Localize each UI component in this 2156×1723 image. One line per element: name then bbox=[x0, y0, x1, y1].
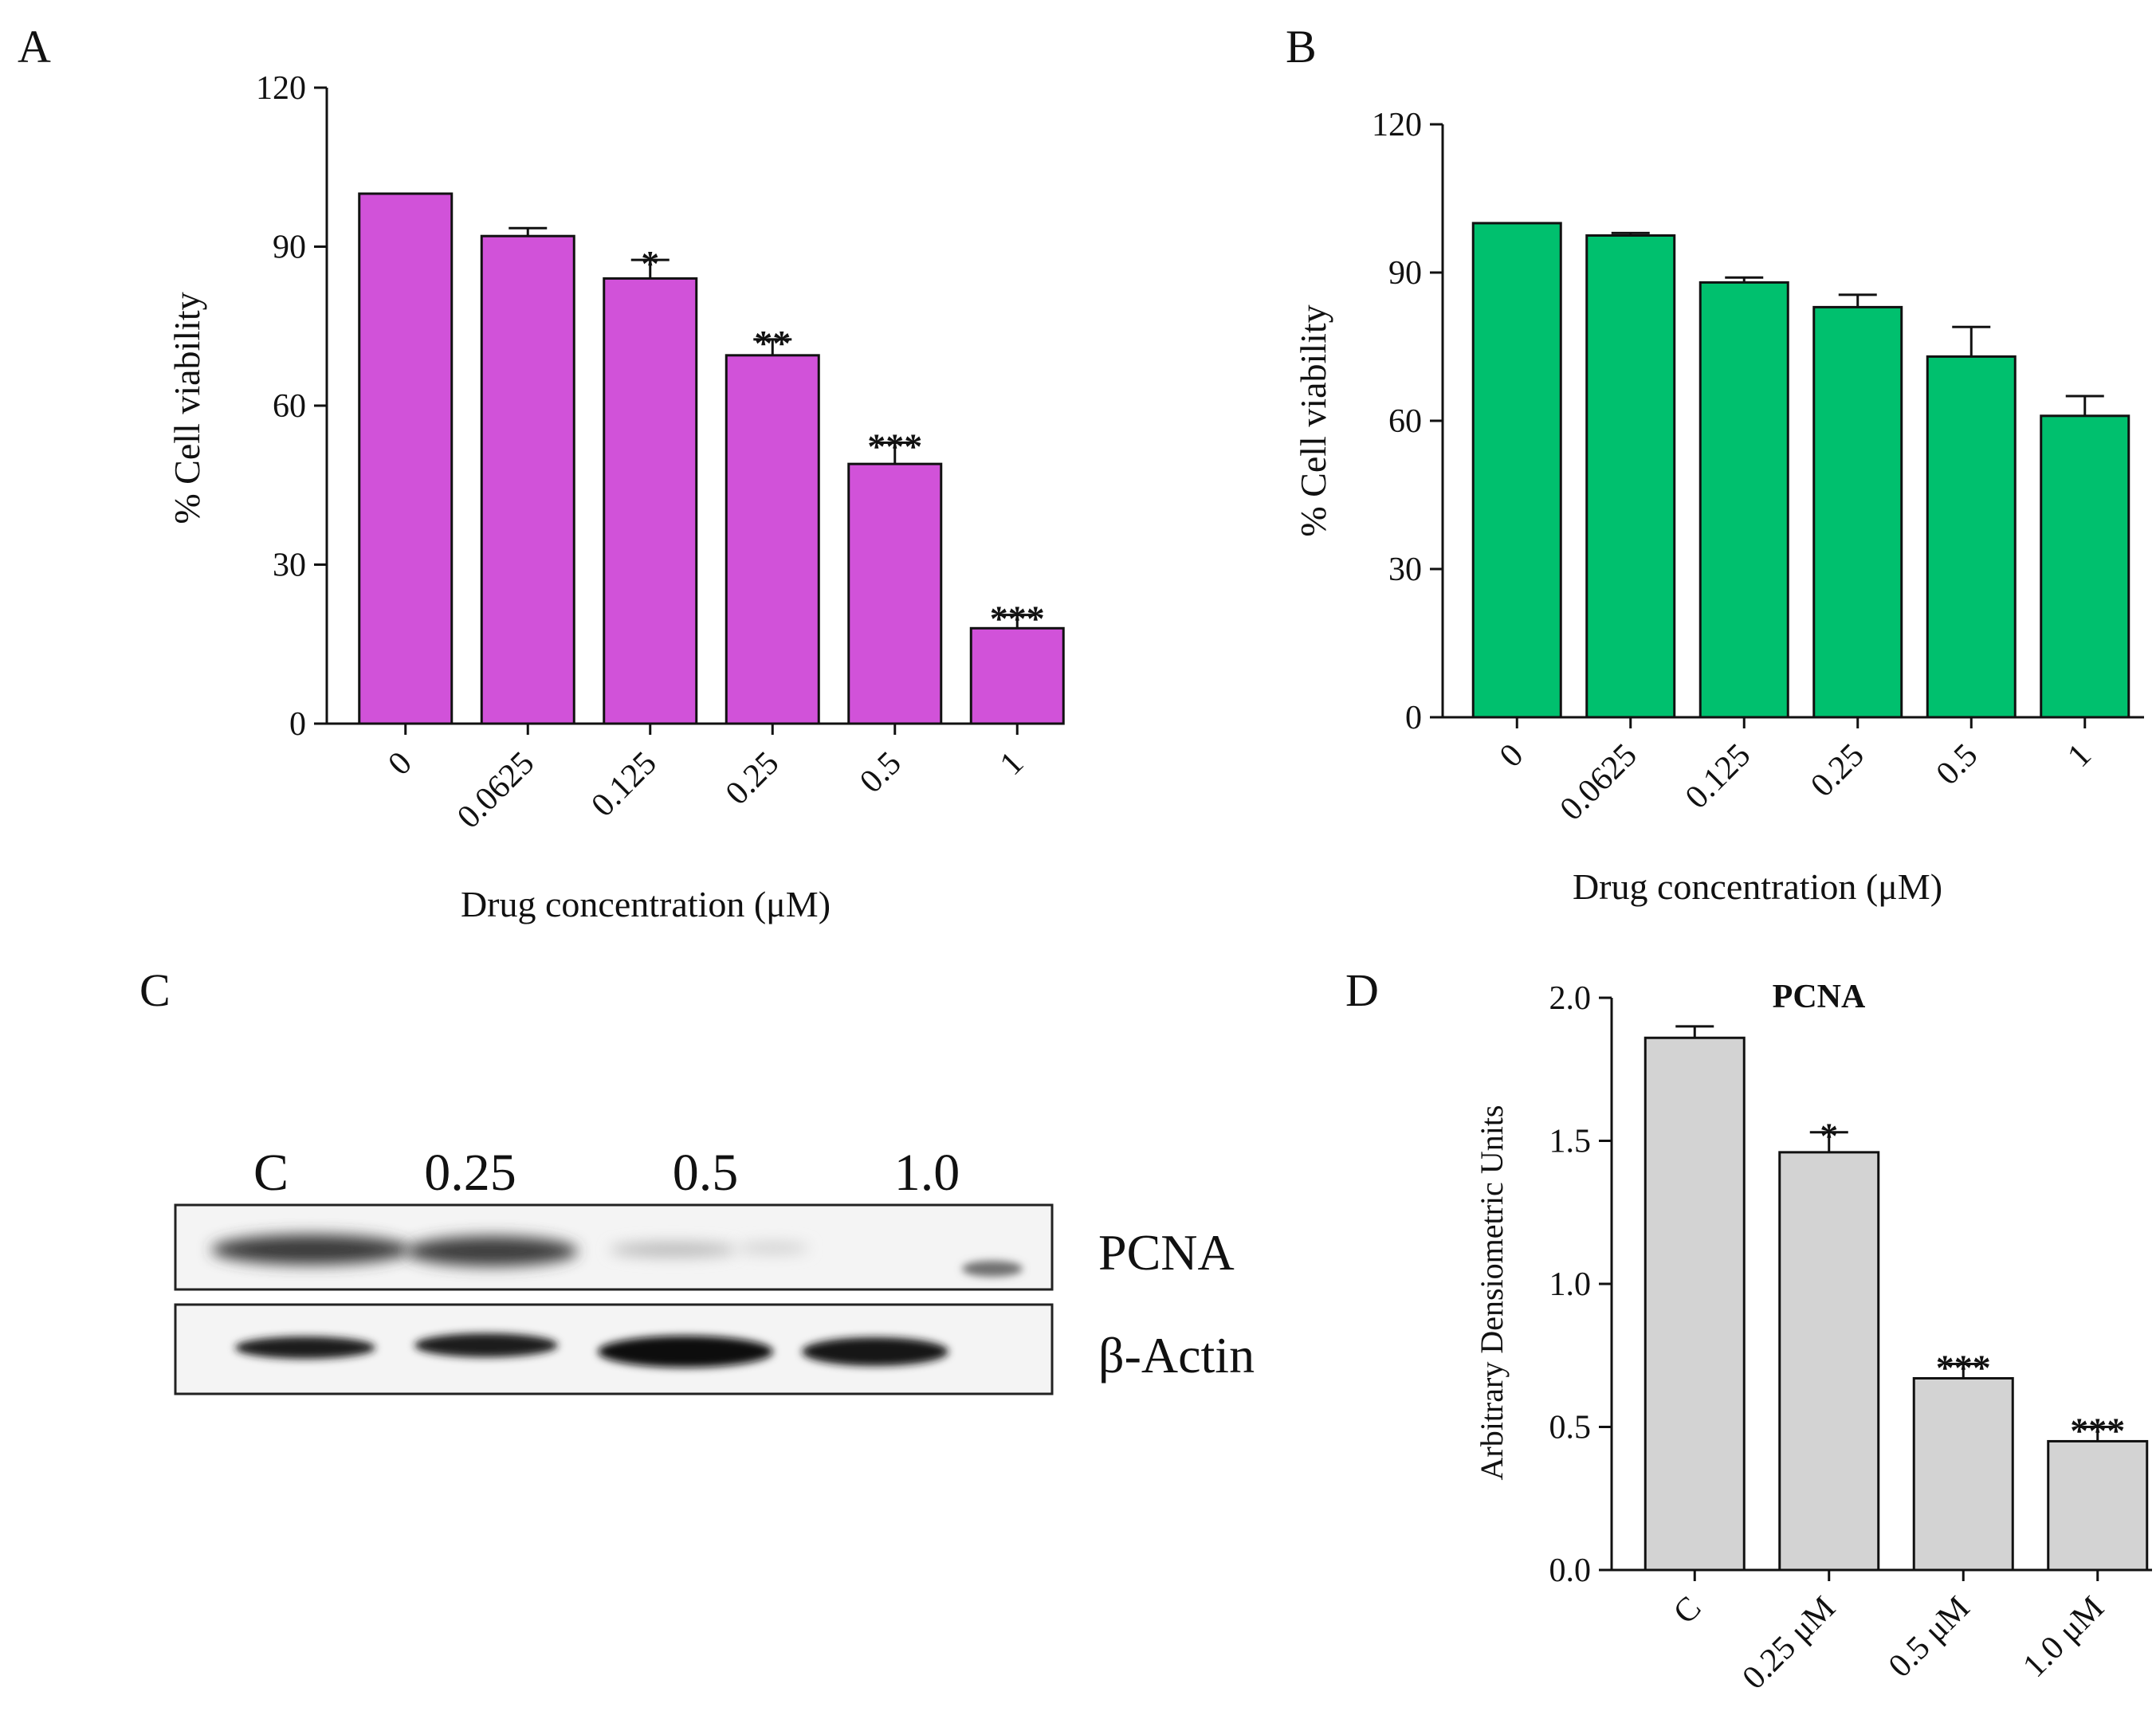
chart-a-x-tick-label: 1 bbox=[993, 745, 1031, 783]
panel-letter-a: A bbox=[18, 21, 51, 73]
chart-b-y-title: % Cell viability bbox=[1293, 304, 1333, 536]
chart-a-y-tick-label: 120 bbox=[256, 70, 306, 107]
chart-d-title: PCNA bbox=[1773, 979, 1866, 1015]
chart-d-significance: *** bbox=[1936, 1348, 1991, 1388]
chart-b-x-tick-label: 1 bbox=[2060, 737, 2098, 775]
blot-row-label-actin: β-Actin bbox=[1098, 1327, 1255, 1384]
chart-a-x-tick-label: 0.25 bbox=[719, 745, 786, 812]
chart-d-x-axis: C 0.25 μM 0.5 μM 1.0 μM bbox=[1612, 1568, 2152, 1697]
chart-b-y-axis: 0 30 60 90 120 bbox=[1372, 107, 1444, 736]
chart-a-y-tick-label: 0 bbox=[289, 706, 306, 743]
chart-d-y-tick-label: 0.5 bbox=[1549, 1410, 1592, 1446]
chart-a-x-tick-label: 0 bbox=[381, 745, 418, 783]
chart-a-bar bbox=[847, 462, 943, 725]
blot-lane-label: 1.0 bbox=[894, 1144, 960, 1202]
chart-b-x-tick-label: 0.0625 bbox=[1553, 737, 1644, 828]
chart-a-y-tick-label: 60 bbox=[273, 388, 306, 425]
western-blot: C 0.25 0.5 1.0 PCNA β-Actin bbox=[174, 1144, 1255, 1395]
chart-d-y-tick-label: 2.0 bbox=[1549, 980, 1592, 1017]
pcna-band bbox=[962, 1261, 1023, 1277]
chart-a-y-title: % Cell viability bbox=[167, 292, 207, 524]
chart-d-bar bbox=[2047, 1439, 2149, 1572]
chart-d-y-tick-label: 1.0 bbox=[1549, 1266, 1592, 1303]
actin-band bbox=[598, 1336, 773, 1368]
chart-b-y-tick-label: 0 bbox=[1405, 700, 1422, 736]
chart-d-bar bbox=[1912, 1376, 2014, 1572]
chart-b-bar bbox=[1926, 355, 2017, 719]
pcna-band bbox=[610, 1242, 737, 1257]
chart-d-y-axis: 0.0 0.5 1.0 1.5 2.0 bbox=[1549, 980, 1613, 1589]
blot-lane-label: 0.5 bbox=[673, 1144, 739, 1202]
panel-letter-b: B bbox=[1286, 21, 1317, 73]
chart-b-x-axis: 0 0.0625 0.125 0.25 0.5 1 bbox=[1443, 716, 2144, 828]
chart-d-y-tick-label: 1.5 bbox=[1549, 1124, 1592, 1160]
chart-d-x-tick-label: 1.0 μM bbox=[2016, 1590, 2111, 1685]
chart-b-y-tick-label: 30 bbox=[1388, 551, 1422, 588]
chart-b-x-tick-label: 0 bbox=[1493, 737, 1530, 775]
chart-d-y-title: Arbitrary Densiometric Units bbox=[1474, 1105, 1510, 1481]
chart-b-cell-viability: 0 30 60 90 120 0 0.0625 0.125 0.25 0.5 1 % Cell v… bbox=[1293, 107, 2144, 907]
chart-b-bar bbox=[2040, 414, 2130, 719]
chart-d-x-tick-label: 0.25 μM bbox=[1736, 1590, 1843, 1697]
actin-band bbox=[414, 1333, 558, 1357]
chart-d-x-tick-label: C bbox=[1667, 1590, 1708, 1631]
chart-b-bar bbox=[1585, 234, 1676, 719]
chart-b-bars bbox=[1471, 222, 2130, 719]
blot-lane-label: C bbox=[253, 1144, 289, 1202]
chart-d-bar bbox=[1778, 1151, 1880, 1572]
chart-a-y-tick-label: 90 bbox=[273, 230, 306, 266]
chart-d-significance: *** bbox=[2070, 1411, 2125, 1451]
chart-b-x-title: Drug concentration (μM) bbox=[1573, 866, 1942, 907]
chart-a-x-tick-label: 0.0625 bbox=[450, 745, 541, 836]
chart-a-bars: ********* bbox=[358, 192, 1065, 725]
chart-a-x-tick-label: 0.125 bbox=[584, 745, 663, 824]
panel-letter-c: C bbox=[139, 964, 171, 1016]
chart-a-significance: * bbox=[641, 243, 659, 284]
chart-a-x-axis: 0 0.0625 0.125 0.25 0.5 1 bbox=[327, 722, 1058, 836]
chart-d-x-tick-label: 0.5 μM bbox=[1882, 1590, 1977, 1685]
chart-b-bar bbox=[1471, 222, 1562, 719]
chart-a-bar bbox=[603, 277, 698, 725]
actin-band bbox=[235, 1336, 375, 1359]
chart-a-bar bbox=[480, 234, 575, 725]
chart-a-y-axis: 0 30 60 90 120 bbox=[256, 70, 328, 743]
pcna-band bbox=[211, 1234, 410, 1265]
chart-a-significance: ** bbox=[754, 323, 791, 363]
actin-band bbox=[802, 1337, 948, 1366]
chart-a-bar bbox=[969, 626, 1065, 725]
chart-a-y-tick-label: 30 bbox=[273, 548, 306, 584]
chart-b-y-tick-label: 90 bbox=[1388, 255, 1422, 292]
chart-b-y-tick-label: 60 bbox=[1388, 403, 1422, 440]
chart-a-bar bbox=[725, 354, 820, 725]
chart-a-significance: *** bbox=[990, 599, 1045, 639]
chart-b-x-tick-label: 0.5 bbox=[1930, 737, 1985, 793]
chart-b-bar bbox=[1698, 281, 1789, 719]
blot-row-label-pcna: PCNA bbox=[1098, 1224, 1235, 1281]
pcna-band bbox=[406, 1236, 578, 1266]
chart-a-x-title: Drug concentration (μM) bbox=[461, 884, 831, 924]
chart-a-significance: *** bbox=[867, 426, 922, 467]
chart-b-x-tick-label: 0.125 bbox=[1679, 737, 1757, 816]
chart-d-significance: * bbox=[1820, 1116, 1838, 1156]
chart-a-x-tick-label: 0.5 bbox=[853, 745, 909, 801]
chart-d-bars: ******* bbox=[1644, 1025, 2149, 1572]
chart-d-bar bbox=[1644, 1036, 1746, 1572]
blot-lane-label: 0.25 bbox=[424, 1144, 516, 1202]
chart-d-pcna-densitometry: ******* 0.00.51.01.52.0 C 0.25 μM 0.5 μM 1.… bbox=[1474, 979, 2152, 1697]
pcna-band bbox=[737, 1242, 809, 1254]
actin-bands bbox=[235, 1333, 948, 1368]
panel-letter-d: D bbox=[1345, 964, 1379, 1016]
chart-b-y-tick-label: 120 bbox=[1372, 107, 1422, 143]
chart-b-bar bbox=[1812, 305, 1903, 719]
chart-d-y-tick-label: 0.0 bbox=[1549, 1552, 1592, 1589]
pcna-bands bbox=[211, 1234, 1023, 1277]
chart-a-bar bbox=[358, 192, 454, 725]
chart-b-x-tick-label: 0.25 bbox=[1804, 737, 1871, 804]
